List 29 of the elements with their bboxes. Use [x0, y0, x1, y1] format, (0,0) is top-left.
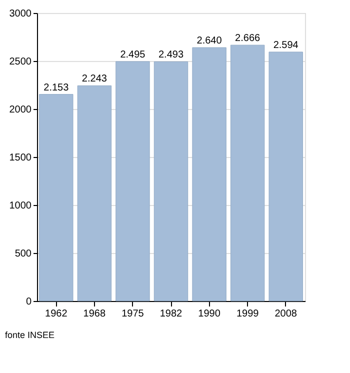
- data-label: 2.594: [273, 40, 299, 51]
- y-tick-label: 2000: [9, 104, 32, 116]
- y-tick-label: 1500: [9, 152, 32, 164]
- data-label: 2.666: [235, 33, 261, 44]
- data-label: 2.495: [120, 49, 146, 60]
- y-tick-label: 3000: [9, 8, 32, 20]
- y-tick-label: 0: [26, 296, 32, 308]
- bar: [39, 94, 74, 302]
- y-tick-label: 2500: [9, 56, 32, 68]
- x-tick-label: 2008: [274, 308, 298, 320]
- data-label: 2.243: [82, 74, 108, 85]
- bar: [192, 47, 226, 302]
- y-tick-label: 1000: [9, 200, 32, 212]
- bar: [154, 61, 188, 302]
- x-tick-label: 1975: [122, 308, 144, 320]
- source-note: fonte INSEE: [5, 330, 55, 340]
- data-label: 2.153: [44, 82, 70, 94]
- x-tick-label: 1999: [236, 308, 260, 320]
- y-tick-label: 500: [14, 248, 32, 260]
- bar: [268, 52, 303, 302]
- bar: [230, 44, 265, 302]
- bar: [116, 61, 150, 302]
- x-tick-label: 1962: [45, 308, 68, 320]
- data-label: 2.640: [196, 36, 222, 47]
- x-tick-label: 1982: [160, 308, 183, 320]
- data-label: 2.493: [158, 50, 184, 61]
- x-tick-label: 1990: [198, 308, 221, 320]
- x-tick-label: 1968: [83, 308, 106, 320]
- bar: [77, 85, 112, 302]
